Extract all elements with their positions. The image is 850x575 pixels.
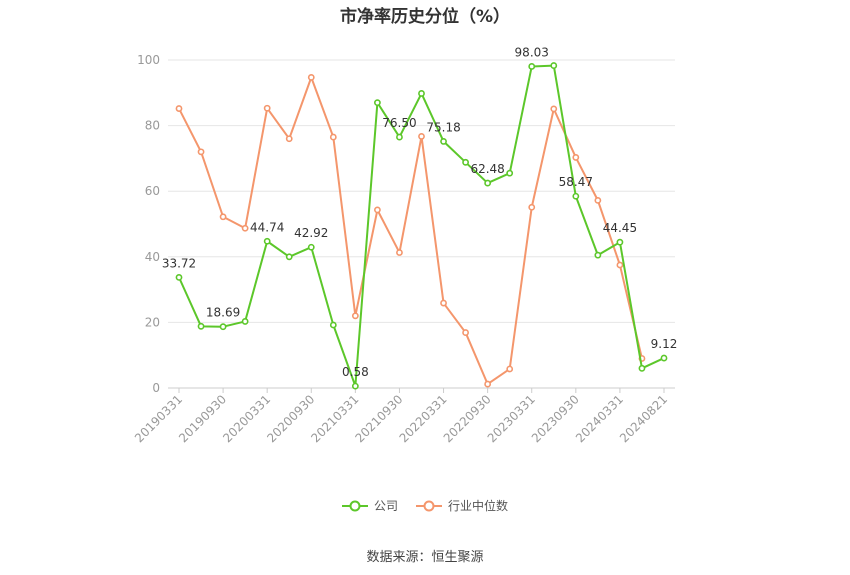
grid-lines <box>168 59 675 389</box>
y-tick-label: 100 <box>137 53 160 67</box>
y-tick-label: 20 <box>145 315 160 329</box>
series-lines <box>175 62 668 390</box>
data-point <box>616 238 624 246</box>
data-label: 18.69 <box>206 306 240 320</box>
source-note: 数据来源：恒生聚源 <box>366 550 484 565</box>
data-point <box>329 133 337 141</box>
data-point <box>263 104 271 112</box>
data-point <box>219 323 227 331</box>
data-label: 76.50 <box>382 116 416 130</box>
data-point <box>528 203 536 211</box>
legend-label-industry-median: 行业中位数 <box>448 499 509 513</box>
data-label: 44.74 <box>250 220 284 234</box>
data-point <box>418 90 425 97</box>
data-point <box>374 206 381 214</box>
data-point <box>241 318 249 325</box>
legend-swatch-industry-median <box>416 500 442 511</box>
data-label: 75.18 <box>426 120 460 134</box>
data-label: 62.48 <box>470 162 504 176</box>
data-label: 44.45 <box>603 221 637 235</box>
legend-item-company[interactable]: 公司 <box>341 497 398 514</box>
data-point <box>307 243 315 251</box>
data-point <box>594 251 602 259</box>
data-point <box>307 73 315 81</box>
data-point <box>197 322 205 330</box>
legend-item-industry-median[interactable]: 行业中位数 <box>416 497 508 514</box>
y-tick-label: 80 <box>145 119 160 133</box>
data-label: 58.47 <box>559 175 593 189</box>
legend-swatch-company <box>341 500 368 511</box>
data-label: 0.58 <box>342 365 369 379</box>
data-point <box>351 382 359 390</box>
chart-title: 市净率历史分位（%） <box>339 7 511 27</box>
data-point <box>175 105 183 112</box>
data-point <box>263 237 271 245</box>
x-tick-label: 20240821 <box>617 392 670 445</box>
data-point <box>572 154 580 161</box>
data-label: 42.92 <box>294 226 328 240</box>
data-label: 98.03 <box>515 45 549 59</box>
data-point <box>440 138 447 145</box>
data-point <box>440 299 447 307</box>
data-point <box>396 133 403 141</box>
data-point <box>506 169 514 177</box>
data-point <box>241 224 249 232</box>
data-point <box>329 321 337 329</box>
data-point <box>484 380 492 388</box>
data-point <box>396 249 403 256</box>
data-point <box>660 354 668 362</box>
data-point <box>616 261 624 269</box>
legend: 公司 行业中位数 <box>0 497 850 514</box>
data-point <box>462 158 469 166</box>
data-label: 9.12 <box>651 337 678 351</box>
data-labels: 33.72 18.69 44.74 42.92 0.58 76.50 75.18 62.48 9… <box>162 45 678 379</box>
y-tick-label: 0 <box>152 381 160 395</box>
data-point <box>638 364 646 372</box>
legend-label-company: 公司 <box>373 499 398 513</box>
data-point <box>550 105 558 113</box>
data-point <box>528 63 536 70</box>
data-point <box>462 329 469 336</box>
data-point <box>285 135 293 143</box>
data-point <box>197 148 205 156</box>
data-point <box>351 312 359 320</box>
data-point <box>418 133 425 140</box>
y-tick-label: 60 <box>145 184 160 198</box>
data-point <box>374 99 381 107</box>
data-point <box>506 365 514 373</box>
data-point <box>219 213 227 221</box>
data-point <box>572 192 580 200</box>
data-point <box>594 196 602 204</box>
data-point <box>175 273 183 281</box>
y-tick-label: 40 <box>145 250 160 264</box>
data-point <box>484 179 492 187</box>
data-label: 33.72 <box>162 256 196 270</box>
data-point <box>550 62 558 69</box>
data-point <box>285 253 293 261</box>
